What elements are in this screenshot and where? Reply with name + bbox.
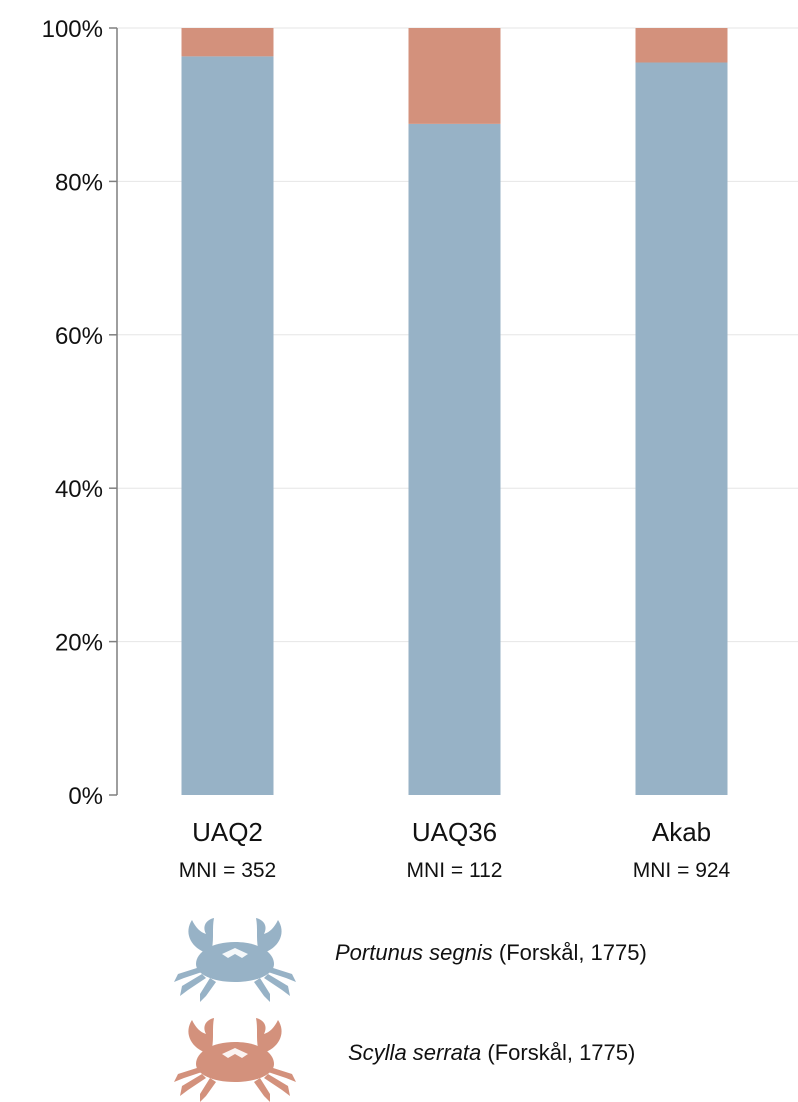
x-category-mni-label: MNI = 112	[407, 859, 503, 882]
bar-segment-scylla-akab	[635, 28, 728, 63]
axes	[109, 27, 118, 796]
y-tick-label: 100%	[42, 16, 103, 43]
x-category-label: Akab	[652, 817, 711, 847]
bars	[181, 28, 728, 795]
x-category-label: UAQ36	[412, 817, 497, 847]
legend-authority: (Forskål, 1775)	[481, 1040, 636, 1065]
legend-item-portunus: Portunus segnis (Forskål, 1775)	[170, 912, 770, 1002]
stacked-bar-chart: 0% 20% 40% 60% 80% 100% UAQ2 MNI = 352 UAQ36 MNI…	[42, 16, 798, 882]
legend-authority: (Forskål, 1775)	[492, 940, 647, 965]
bar-segment-portunus-uaq36	[408, 123, 501, 795]
y-tick-label: 0%	[68, 783, 103, 810]
crab-silhouette-portunus	[174, 918, 296, 1002]
legend-species-name: Scylla serrata	[348, 1040, 482, 1065]
x-category-label: UAQ2	[192, 817, 263, 847]
crab-icon	[174, 1018, 296, 1102]
legend-species-name: Portunus segnis	[335, 940, 493, 965]
bar-segment-scylla-uaq36	[408, 28, 501, 124]
bar-segment-scylla-uaq2	[181, 28, 274, 57]
legend-item-scylla: Scylla serrata (Forskål, 1775)	[170, 1012, 770, 1102]
x-category-mni-label: MNI = 352	[179, 859, 276, 882]
y-axis-tick-labels: 0% 20% 40% 60% 80% 100%	[42, 16, 103, 810]
x-category-mni-label: MNI = 924	[633, 859, 731, 882]
crab-silhouette-scylla	[174, 1018, 296, 1102]
legend-label-scylla: Scylla serrata (Forskål, 1775)	[348, 1040, 635, 1066]
y-tick-label: 20%	[55, 630, 103, 657]
x-axis-category-labels: UAQ2 MNI = 352 UAQ36 MNI = 112 Akab MNI = 924	[179, 817, 731, 882]
bar-segment-portunus-uaq2	[181, 56, 274, 795]
y-tick-label: 40%	[55, 476, 103, 503]
y-tick-label: 60%	[55, 323, 103, 350]
crab-icon	[174, 918, 296, 1002]
y-tick-label: 80%	[55, 169, 103, 196]
bar-segment-portunus-akab	[635, 62, 728, 795]
legend-label-portunus: Portunus segnis (Forskål, 1775)	[335, 940, 647, 966]
